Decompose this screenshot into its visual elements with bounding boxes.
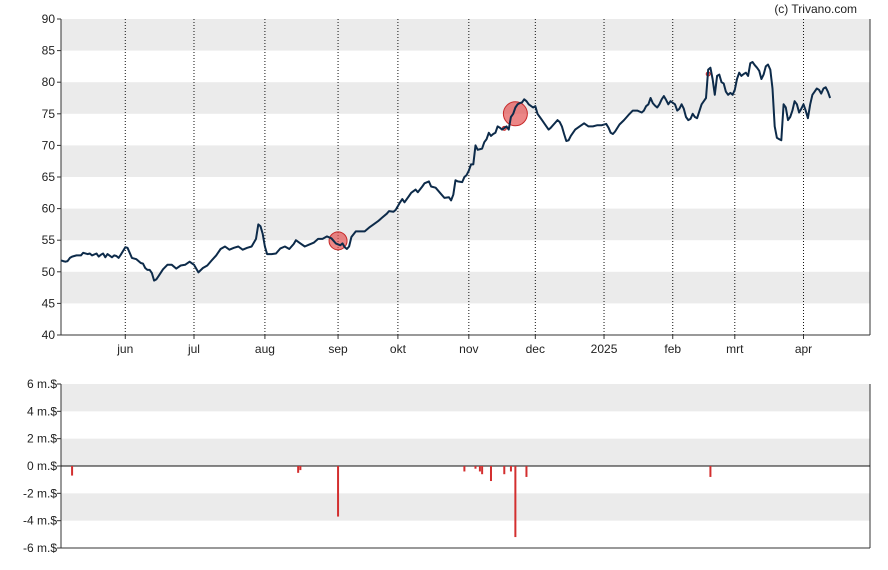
price-x-tick-label: apr	[795, 342, 812, 356]
volume-chart-y-axis: 6 m.$ 4 m.$ 2 m.$ 0 m.$ -2 m.$ -4 m.$ -6 m.$	[23, 377, 61, 555]
price-x-tick-label: mrt	[726, 342, 744, 356]
volume-y-tick-label: 4 m.$	[27, 404, 57, 418]
volume-bar	[337, 466, 340, 517]
volume-bar	[525, 466, 528, 477]
volume-y-tick-label: -6 m.$	[23, 541, 57, 555]
volume-bar	[297, 466, 300, 473]
price-band	[61, 145, 870, 177]
price-y-tick-label: 70	[42, 138, 56, 152]
volume-bar	[474, 466, 477, 469]
chart-credit: (c) Trivano.com	[774, 2, 857, 16]
price-y-tick-label: 60	[42, 202, 56, 216]
price-y-tick-label: 40	[42, 328, 56, 342]
price-y-tick-label: 45	[42, 296, 56, 310]
volume-bar	[478, 466, 481, 472]
volume-bar	[71, 466, 74, 476]
price-chart-series	[60, 61, 832, 282]
price-y-tick-label: 85	[42, 44, 56, 58]
volume-y-tick-label: 6 m.$	[27, 377, 57, 391]
volume-band	[61, 493, 870, 521]
price-y-tick-label: 65	[42, 170, 56, 184]
price-x-tick-label: dec	[526, 342, 545, 356]
price-chart-bands	[61, 19, 870, 304]
price-chart-x-axis: jun jul aug sep okt nov dec 2025 feb mrt apr	[116, 335, 812, 356]
price-x-tick-label: nov	[459, 342, 478, 356]
price-x-tick-label: aug	[255, 342, 275, 356]
volume-bar	[463, 466, 466, 472]
volume-bar	[503, 466, 506, 475]
volume-bar	[514, 466, 517, 538]
volume-chart-bars	[71, 466, 712, 538]
volume-chart-bands	[61, 384, 870, 521]
volume-bar	[489, 466, 492, 482]
volume-bar	[481, 466, 484, 475]
price-x-tick-label: 2025	[591, 342, 618, 356]
price-band	[61, 208, 870, 241]
price-band	[61, 19, 870, 51]
volume-bar	[509, 466, 512, 472]
price-x-tick-label: jun	[116, 342, 133, 356]
price-y-tick-label: 90	[42, 12, 56, 26]
volume-y-tick-label: -2 m.$	[23, 486, 57, 500]
volume-y-tick-label: 0 m.$	[27, 459, 57, 473]
price-highlight-marker	[502, 101, 528, 127]
price-x-tick-label: jul	[187, 342, 200, 356]
price-x-tick-label: sep	[328, 342, 348, 356]
volume-y-tick-label: 2 m.$	[27, 432, 57, 446]
volume-band	[61, 438, 870, 466]
price-chart-y-axis: 40 45 50 55 60 65 70 75 80 85 90	[42, 12, 61, 342]
price-x-tick-label: feb	[664, 342, 681, 356]
volume-bar	[709, 466, 712, 477]
price-series-line	[60, 61, 832, 282]
price-y-tick-label: 80	[42, 75, 56, 89]
price-y-tick-label: 55	[42, 233, 56, 247]
price-y-tick-label: 50	[42, 265, 56, 279]
price-band	[61, 271, 870, 304]
volume-band	[61, 384, 870, 412]
price-x-tick-label: okt	[390, 342, 407, 356]
price-y-tick-label: 75	[42, 107, 56, 121]
volume-bar	[299, 466, 302, 471]
volume-y-tick-label: -4 m.$	[23, 514, 57, 528]
price-band	[61, 82, 870, 114]
